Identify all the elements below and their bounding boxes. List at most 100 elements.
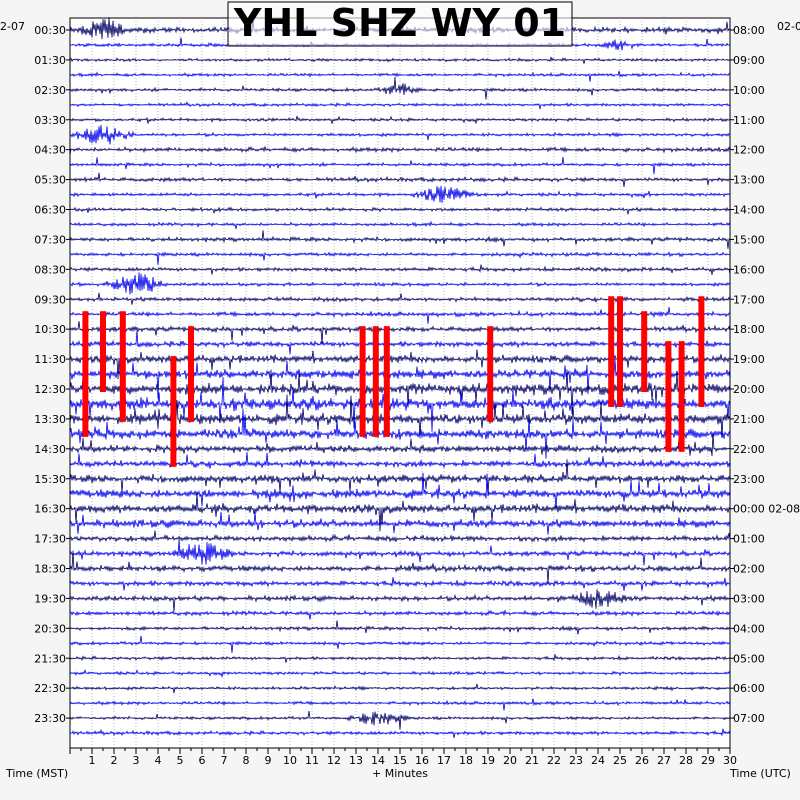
left-time-label: 08:30 <box>34 263 66 276</box>
x-tick-label: 6 <box>199 754 206 767</box>
right-time-label: 17:00 <box>733 293 765 306</box>
right-time-label: 20:00 <box>733 383 765 396</box>
right-time-label: 05:00 <box>733 652 765 665</box>
clipped-segment <box>698 296 705 407</box>
clipped-segment <box>678 341 685 452</box>
clipped-segment <box>641 311 648 392</box>
x-tick-label: 22 <box>547 754 561 767</box>
trace-row <box>69 272 731 295</box>
x-tick-label: 30 <box>723 754 737 767</box>
x-tick-label: 24 <box>591 754 605 767</box>
trace-row <box>69 70 731 82</box>
clipped-segment <box>359 326 366 437</box>
x-tick-label: 12 <box>327 754 341 767</box>
x-tick-label: 16 <box>415 754 429 767</box>
left-time-label: 04:30 <box>34 144 66 157</box>
trace-row <box>69 698 731 711</box>
x-tick-label: 1 <box>89 754 96 767</box>
left-time-label: 21:30 <box>34 652 66 665</box>
right-time-label: 03:00 <box>733 592 765 605</box>
left-time-label: 12:30 <box>34 383 66 396</box>
right-time-label: 10:00 <box>733 84 765 97</box>
x-tick-label: 25 <box>613 754 627 767</box>
left-axis-label: Time (MST) <box>5 767 68 780</box>
x-tick-label: 20 <box>503 754 517 767</box>
trace-row <box>69 589 731 612</box>
trace-row <box>69 432 731 457</box>
right-time-label: 04:00 <box>733 622 765 635</box>
date-left-label: 2-07 <box>0 20 25 33</box>
left-time-label: 23:30 <box>34 712 66 725</box>
trace-row <box>69 550 731 584</box>
x-tick-label: 3 <box>133 754 140 767</box>
right-time-label: 22:00 <box>733 443 765 456</box>
trace-row <box>69 230 731 249</box>
right-time-label: 23:00 <box>733 473 765 486</box>
trace-row <box>69 530 731 543</box>
left-time-label: 01:30 <box>34 54 66 67</box>
trace-row <box>69 654 731 663</box>
x-axis-ticks: 1 2 3 4 5 6 7 8 9 10 11 12 13 14 15 16 17 18 19 20 21 22 23 24 2… <box>69 748 737 767</box>
trace-row <box>69 394 731 439</box>
x-tick-label: 7 <box>221 754 228 767</box>
left-time-label: 03:30 <box>34 114 66 127</box>
trace-row <box>69 172 731 187</box>
right-time-label: 18:00 <box>733 323 765 336</box>
x-tick-label: 4 <box>155 754 162 767</box>
x-tick-label: 29 <box>701 754 715 767</box>
x-tick-label: 8 <box>243 754 250 767</box>
left-time-label: 06:30 <box>34 204 66 217</box>
left-time-label: 11:30 <box>34 353 66 366</box>
right-time-label: 12:00 <box>733 144 765 157</box>
left-time-label: 02:30 <box>34 84 66 97</box>
title-box <box>227 1 573 47</box>
trace-row <box>69 220 731 230</box>
clipped-segment <box>608 296 615 407</box>
right-time-label: 16:00 <box>733 263 765 276</box>
right-time-label: 14:00 <box>733 204 765 217</box>
trace-row <box>69 669 731 679</box>
trace-row <box>69 493 731 532</box>
trace-row <box>69 620 731 635</box>
trace-row <box>69 146 731 156</box>
x-tick-label: 18 <box>459 754 473 767</box>
trace-row <box>69 408 731 459</box>
clipped-segment <box>188 326 194 422</box>
right-time-label: 02:00 <box>733 563 765 576</box>
left-time-label: 20:30 <box>34 622 66 635</box>
trace-row <box>69 577 731 591</box>
x-tick-label: 21 <box>525 754 539 767</box>
left-time-label: 13:30 <box>34 413 66 426</box>
clipped-segment <box>170 356 177 467</box>
left-time-label: 18:30 <box>34 563 66 576</box>
trace-row <box>69 635 731 653</box>
x-tick-label: 27 <box>657 754 671 767</box>
clipped-segment <box>372 326 379 437</box>
right-time-label: 11:00 <box>733 114 765 127</box>
left-time-label: 15:30 <box>34 473 66 486</box>
date-right-label: 02-0 <box>777 20 800 33</box>
left-time-label: 14:30 <box>34 443 66 456</box>
trace-row <box>69 264 731 276</box>
left-time-label: 22:30 <box>34 682 66 695</box>
trace-row <box>69 459 731 496</box>
right-axis-label: Time (UTC) <box>729 767 791 780</box>
clipped-segment <box>119 311 126 422</box>
left-time-label: 10:30 <box>34 323 66 336</box>
x-tick-label: 15 <box>393 754 407 767</box>
clipped-segment <box>383 326 390 437</box>
trace-row <box>69 56 731 64</box>
right-time-label: 09:00 <box>733 54 765 67</box>
left-time-label: 00:30 <box>34 24 66 37</box>
right-time-label: 13:00 <box>733 174 765 187</box>
right-time-label: 15:00 <box>733 233 765 246</box>
trace-row <box>69 539 731 566</box>
right-time-label: 08:00 <box>733 24 765 37</box>
x-tick-label: 28 <box>679 754 693 767</box>
right-time-label: 19:00 <box>733 353 765 366</box>
right-time-label: 01:00 <box>733 533 765 546</box>
trace-row <box>69 124 731 145</box>
x-tick-label: 2 <box>111 754 118 767</box>
trace-row <box>69 251 731 265</box>
x-tick-label: 9 <box>265 754 272 767</box>
